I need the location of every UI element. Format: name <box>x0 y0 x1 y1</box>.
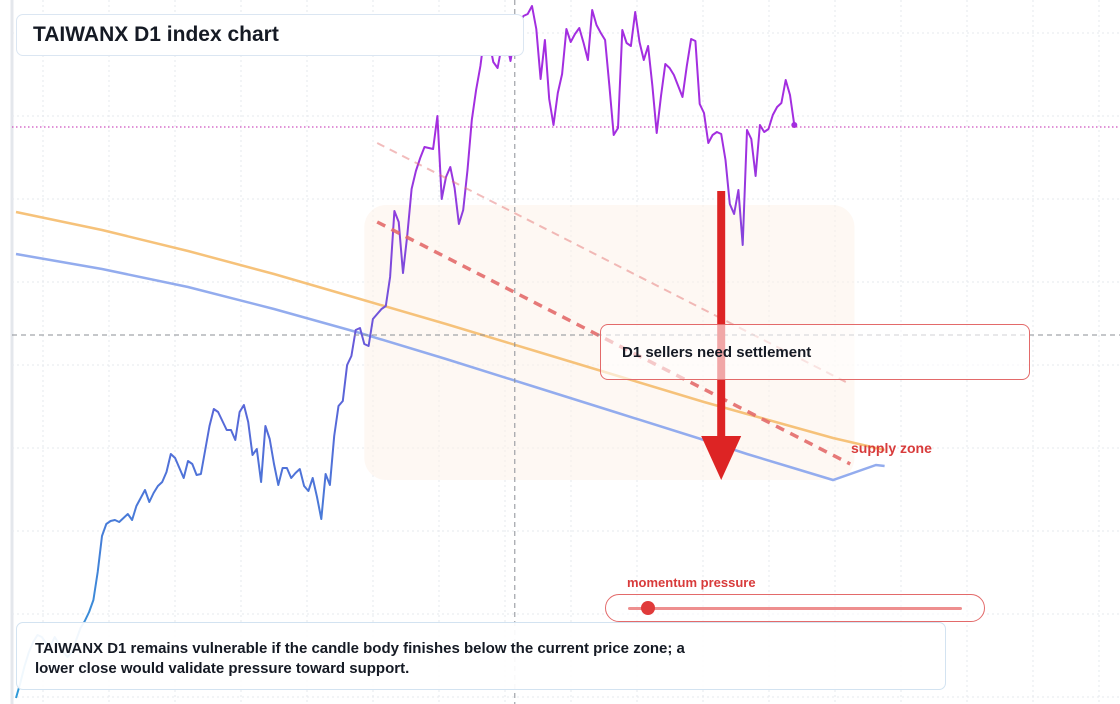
chart-title-text: TAIWANX D1 index chart <box>33 23 279 46</box>
price-line <box>15 5 796 699</box>
arrow-layer <box>701 191 742 480</box>
momentum-track <box>628 607 962 610</box>
momentum-knob <box>641 601 656 615</box>
channel-lower-line <box>376 220 851 466</box>
callout-text: D1 sellers need settlement <box>622 343 812 361</box>
supply-zone-label: supply zone <box>851 440 932 456</box>
arrow-head <box>701 436 742 480</box>
moving-average-layer <box>15 210 885 482</box>
chart-title: TAIWANX D1 index chart <box>16 14 524 56</box>
note-box: TAIWANX D1 remains vulnerable if the can… <box>16 622 946 690</box>
momentum-gauge <box>605 594 985 622</box>
callout-box: D1 sellers need settlement <box>600 324 1030 380</box>
momentum-label: momentum pressure <box>627 575 756 590</box>
reference-lines-layer <box>12 0 1120 704</box>
note-text: TAIWANX D1 remains vulnerable if the can… <box>35 640 685 677</box>
moving-average-orange <box>15 210 885 452</box>
moving-average-blue <box>15 252 885 482</box>
